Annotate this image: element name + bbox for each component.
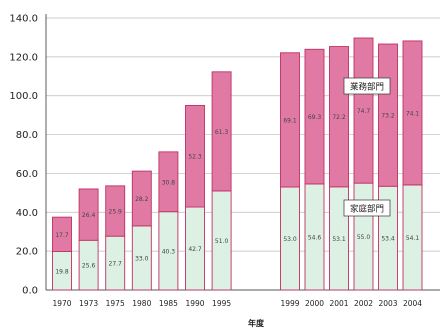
y-tick-label: 140.0 <box>9 14 38 25</box>
data-label: 61.3 <box>215 129 229 136</box>
y-tick-label: 60.0 <box>16 169 38 180</box>
data-label: 30.8 <box>162 179 176 186</box>
x-tick-label: 2004 <box>403 299 422 308</box>
x-tick-label: 1980 <box>132 299 151 308</box>
data-label: 74.7 <box>357 108 371 115</box>
y-tick-label: 0.0 <box>22 286 38 297</box>
x-tick-label: 2002 <box>354 299 373 308</box>
bar-segment-業務部門 <box>52 216 72 252</box>
x-tick-label: 1975 <box>106 299 125 308</box>
data-label: 73.2 <box>381 113 395 120</box>
y-tick-label: 80.0 <box>16 130 38 141</box>
bar-segment-業務部門 <box>78 188 99 241</box>
data-label: 69.3 <box>308 114 322 121</box>
data-label: 53.4 <box>381 236 395 243</box>
data-label: 69.1 <box>283 117 297 124</box>
bar-segment-業務部門 <box>105 185 126 237</box>
x-tick-label: 2001 <box>329 299 348 308</box>
x-axis-title: 年度 <box>248 318 265 328</box>
x-axis: 1970 1973 1975 1980 1985 1990 1995 1999 2000 2001… <box>52 299 422 308</box>
legend-label: 業務部門 <box>350 82 384 93</box>
data-label: 72.2 <box>332 114 346 121</box>
legend-box <box>343 77 391 95</box>
data-label: 74.1 <box>406 110 420 117</box>
x-tick-label: 2003 <box>378 299 397 308</box>
data-label: 54.1 <box>406 235 420 242</box>
data-label: 26.4 <box>82 212 96 219</box>
bar-segment-業務部門 <box>185 104 205 208</box>
legend-label: 家庭部門 <box>350 204 384 215</box>
bar-segment-業務部門 <box>402 40 423 186</box>
legend-box <box>343 199 391 217</box>
data-label: 54.6 <box>308 234 322 241</box>
bar-segment-業務部門 <box>280 52 300 188</box>
x-tick-label: 1970 <box>52 299 71 308</box>
x-tick-label: 1995 <box>212 299 231 308</box>
x-tick-label: 1990 <box>185 299 204 308</box>
data-label: 17.7 <box>55 232 69 239</box>
x-tick-label: 1999 <box>280 299 299 308</box>
data-label: 25.9 <box>109 209 123 216</box>
y-tick-label: 100.0 <box>9 91 38 102</box>
y-tick-label: 20.0 <box>16 247 38 258</box>
data-label: 25.6 <box>82 263 96 270</box>
bar-segment-業務部門 <box>304 48 325 185</box>
data-label: 19.8 <box>55 268 69 275</box>
x-tick-label: 2000 <box>305 299 324 308</box>
data-label: 42.7 <box>188 246 202 253</box>
y-tick-label: 40.0 <box>16 208 38 219</box>
data-label: 53.1 <box>332 236 346 243</box>
bar-segment-業務部門 <box>353 37 374 184</box>
bar-segment-業務部門 <box>211 71 232 192</box>
y-axis: 0.0 20.0 40.0 60.0 80.0 100.0 120.0 140.0 <box>9 14 440 297</box>
data-label: 27.7 <box>109 261 123 268</box>
bars: 19.8 17.7 25.6 26.4 27.7 25.9 33.0 28.2 40.3 30.8… <box>52 37 423 291</box>
x-tick-label: 1985 <box>159 299 178 308</box>
bar-segment-業務部門 <box>158 151 179 213</box>
data-label: 55.0 <box>357 234 371 241</box>
bar-segment-業務部門 <box>131 170 152 227</box>
data-label: 33.0 <box>135 255 149 262</box>
data-label: 52.3 <box>188 154 202 161</box>
x-tick-label: 1973 <box>79 299 98 308</box>
y-tick-label: 120.0 <box>9 52 38 63</box>
data-label: 51.0 <box>215 238 229 245</box>
data-label: 28.2 <box>135 196 149 203</box>
data-label: 40.3 <box>162 248 176 255</box>
data-label: 53.0 <box>283 236 297 243</box>
